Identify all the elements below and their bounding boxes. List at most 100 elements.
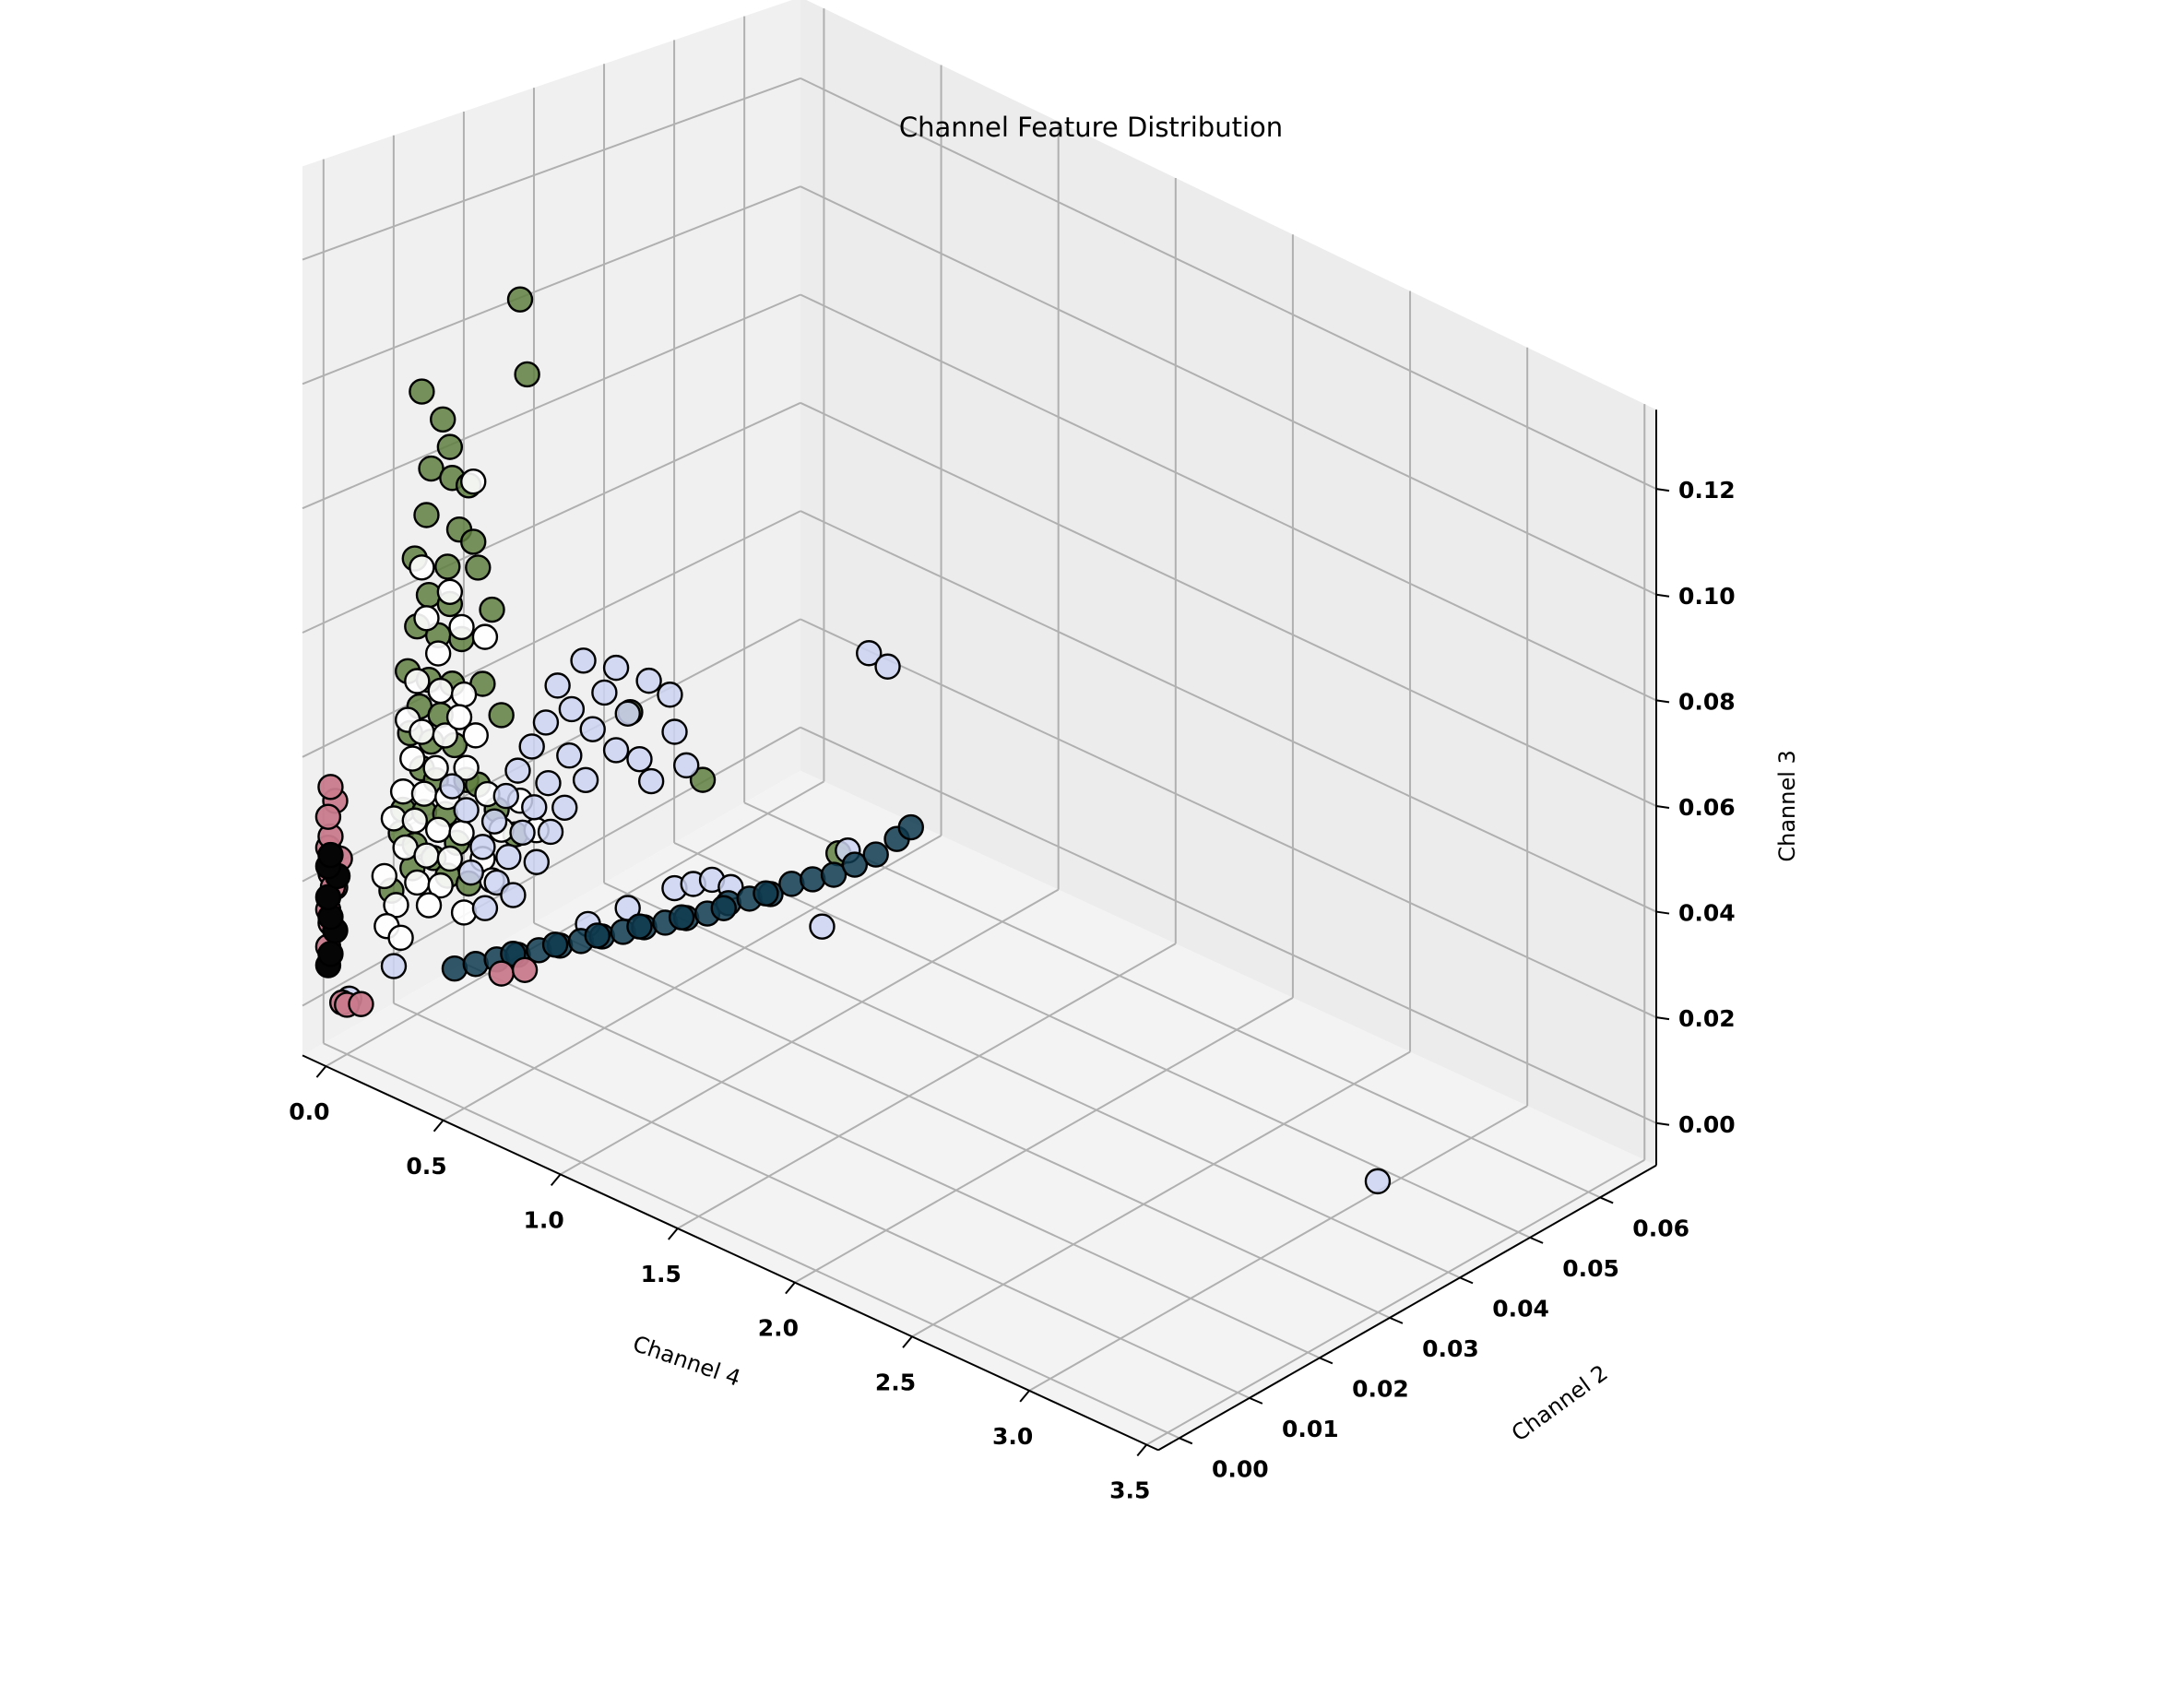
data-point bbox=[441, 955, 468, 982]
grid-line-z-back bbox=[800, 401, 1657, 807]
grid-line-z-back bbox=[800, 185, 1657, 596]
data-point bbox=[430, 406, 456, 433]
x-tick-label: 1.5 bbox=[641, 1261, 682, 1287]
grid-lines bbox=[302, 8, 1657, 1446]
data-point bbox=[635, 667, 662, 694]
data-point bbox=[457, 859, 484, 886]
z-tick-mark bbox=[1655, 488, 1670, 492]
grid-line-x-floor bbox=[911, 1050, 1411, 1338]
grid-line-z-side bbox=[302, 77, 801, 261]
data-points bbox=[314, 286, 1392, 1195]
z-tick-mark bbox=[1655, 804, 1670, 809]
grid-line-x-floor bbox=[677, 943, 1177, 1229]
data-point bbox=[371, 862, 398, 890]
data-point bbox=[544, 672, 571, 699]
grid-line-z-back bbox=[800, 726, 1657, 1124]
data-point bbox=[518, 733, 545, 760]
data-point bbox=[401, 807, 428, 834]
data-point bbox=[541, 931, 569, 958]
data-point bbox=[500, 882, 527, 908]
data-point bbox=[424, 816, 452, 843]
grid-line-z-side bbox=[302, 401, 801, 634]
floor-pane bbox=[302, 770, 1656, 1451]
x-tick-mark bbox=[550, 1173, 562, 1187]
data-point bbox=[317, 841, 344, 869]
data-point bbox=[424, 640, 452, 667]
series-2 bbox=[336, 640, 1392, 1195]
data-point bbox=[897, 813, 924, 841]
grid-line-y-floor bbox=[673, 841, 1531, 1239]
grid-line-z-side bbox=[302, 510, 801, 758]
y-tick-mark bbox=[1249, 1396, 1263, 1405]
grid-line-z-side bbox=[302, 293, 801, 510]
data-point bbox=[809, 913, 836, 940]
z-tick-mark bbox=[1655, 1016, 1670, 1021]
y-tick-label: 0.05 bbox=[1562, 1255, 1619, 1282]
data-point bbox=[465, 554, 492, 581]
data-point bbox=[614, 700, 641, 727]
data-point bbox=[558, 695, 586, 723]
data-point bbox=[436, 433, 464, 460]
grid-line-x-floor bbox=[1145, 1158, 1645, 1446]
data-point bbox=[314, 884, 342, 911]
data-point bbox=[404, 668, 431, 694]
grid-line-z-back bbox=[800, 293, 1657, 702]
x-tick-mark bbox=[433, 1120, 444, 1133]
data-point bbox=[448, 819, 475, 847]
data-point bbox=[409, 554, 435, 581]
y-tick-label: 0.06 bbox=[1632, 1215, 1689, 1241]
y-tick-label: 0.01 bbox=[1282, 1416, 1339, 1442]
data-point bbox=[460, 528, 487, 555]
y-axis-line bbox=[1157, 1164, 1657, 1452]
grid-line-y-floor bbox=[603, 882, 1461, 1279]
z-tick-label: 0.04 bbox=[1678, 900, 1736, 927]
data-point bbox=[556, 742, 583, 769]
data-point bbox=[799, 866, 826, 893]
data-point bbox=[399, 745, 426, 772]
data-point bbox=[448, 613, 475, 641]
grid-line-y-floor bbox=[323, 1042, 1180, 1440]
data-point bbox=[413, 502, 440, 528]
x-tick-label: 0.5 bbox=[406, 1153, 446, 1180]
x-tick-mark bbox=[785, 1282, 796, 1295]
chart-title: Channel Feature Distribution bbox=[899, 112, 1283, 143]
data-point bbox=[453, 754, 480, 781]
y-tick-label: 0.04 bbox=[1492, 1295, 1549, 1322]
x-tick-label: 2.0 bbox=[758, 1315, 799, 1342]
y-tick-label: 0.03 bbox=[1422, 1335, 1479, 1362]
z-tick-label: 0.02 bbox=[1678, 1005, 1736, 1032]
data-point bbox=[410, 780, 438, 807]
data-point bbox=[427, 677, 454, 705]
data-point bbox=[492, 782, 519, 810]
data-point bbox=[488, 702, 515, 729]
data-point bbox=[602, 737, 630, 764]
grid-line-y-floor bbox=[743, 801, 1601, 1199]
data-point bbox=[439, 773, 466, 800]
data-point bbox=[460, 469, 487, 495]
axis-lines bbox=[302, 409, 1670, 1457]
data-point bbox=[427, 872, 454, 899]
x-tick-label: 1.0 bbox=[524, 1206, 564, 1233]
grid-line-z-back bbox=[800, 618, 1657, 1019]
data-point bbox=[689, 766, 717, 793]
grid-line-z-back bbox=[800, 77, 1657, 491]
y-tick-mark bbox=[1319, 1357, 1333, 1365]
y-tick-mark bbox=[1389, 1316, 1404, 1324]
y-tick-mark bbox=[1459, 1276, 1474, 1285]
y-tick-label: 0.02 bbox=[1352, 1375, 1409, 1402]
data-point bbox=[602, 654, 630, 682]
data-point bbox=[314, 803, 342, 830]
data-point bbox=[445, 704, 473, 730]
series-5 bbox=[314, 841, 351, 979]
x-tick-mark bbox=[1019, 1390, 1030, 1403]
series-1 bbox=[371, 469, 550, 952]
grid-line-z-side bbox=[302, 185, 801, 385]
grid-line-z-back bbox=[800, 510, 1657, 913]
data-point bbox=[584, 922, 610, 949]
data-point bbox=[471, 623, 499, 650]
z-tick-label: 0.00 bbox=[1678, 1111, 1736, 1138]
data-point bbox=[434, 553, 461, 580]
data-point bbox=[1364, 1168, 1392, 1195]
y-tick-label: 0.00 bbox=[1212, 1455, 1269, 1482]
z-tick-label: 0.08 bbox=[1678, 688, 1736, 715]
